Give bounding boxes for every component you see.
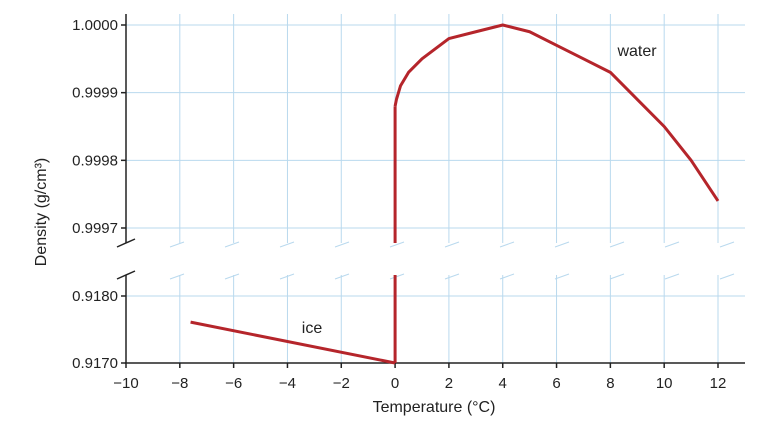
break-mark <box>169 273 185 280</box>
break-mark <box>224 273 240 280</box>
x-tick-label: 6 <box>552 375 560 392</box>
break-mark <box>279 241 295 248</box>
break-mark <box>169 241 185 248</box>
y-axis-break-mark <box>116 270 136 280</box>
y-tick-label: 0.9997 <box>72 220 118 237</box>
break-mark <box>334 273 350 280</box>
water-label: water <box>616 43 657 60</box>
water-line <box>393 23 720 202</box>
x-tick-label: 0 <box>391 375 399 392</box>
break-mark <box>389 241 405 248</box>
ice-label: ice <box>302 320 323 337</box>
y-tick-label: 0.9998 <box>72 152 118 169</box>
x-axis-title: Temperature (°C) <box>373 399 496 416</box>
x-tick-label: −8 <box>171 375 188 392</box>
ice-line <box>190 320 396 365</box>
y-axis-title: Density (g/cm³) <box>33 158 50 266</box>
break-mark <box>609 273 625 280</box>
break-mark <box>334 241 350 248</box>
axes <box>116 14 745 368</box>
break-mark <box>279 273 295 280</box>
x-tick-label: 2 <box>445 375 453 392</box>
break-mark <box>554 241 570 248</box>
x-tick-label: 8 <box>606 375 614 392</box>
series: ice water <box>190 23 720 365</box>
break-mark <box>554 273 570 280</box>
x-tick-label: 12 <box>710 375 727 392</box>
break-mark <box>609 241 625 248</box>
break-mark <box>664 241 680 248</box>
break-mark <box>444 273 460 280</box>
break-mark <box>499 273 515 280</box>
break-mark <box>664 273 680 280</box>
tick-labels: −10 −8 −6 −4 −2 0 2 4 6 8 10 12 0.9997 0.9998 0.9999 1.… <box>72 17 726 392</box>
break-mark <box>499 241 515 248</box>
break-mark <box>444 241 460 248</box>
x-tick-label: −4 <box>279 375 296 392</box>
break-mark <box>719 273 735 280</box>
x-tick-label: −2 <box>333 375 350 392</box>
y-tick-label: 0.9999 <box>72 85 118 102</box>
y-tick-label: 0.9170 <box>72 355 118 372</box>
break-mark <box>389 273 405 280</box>
grid <box>126 14 745 364</box>
break-mark <box>719 241 735 248</box>
break-mark <box>224 241 240 248</box>
x-tick-label: 4 <box>499 375 507 392</box>
y-tick-label: 1.0000 <box>72 17 118 34</box>
x-tick-label: −6 <box>225 375 242 392</box>
y-tick-label: 0.9180 <box>72 288 118 305</box>
y-axis-break-mark <box>116 238 136 248</box>
x-tick-label: 10 <box>656 375 673 392</box>
x-tick-label: −10 <box>113 375 138 392</box>
